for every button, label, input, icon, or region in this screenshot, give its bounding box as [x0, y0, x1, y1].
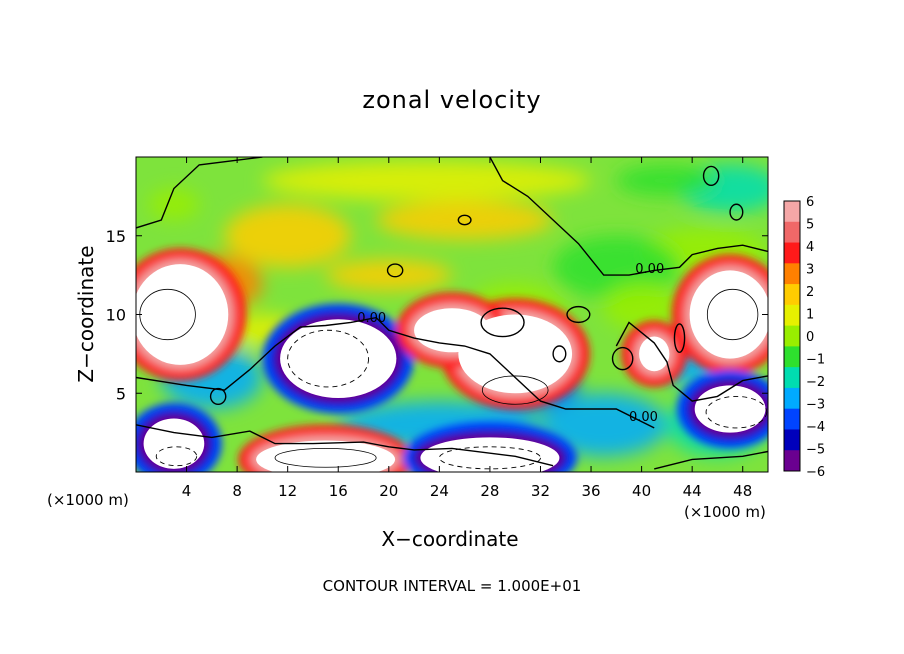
contour-loop [729, 203, 744, 221]
y-tick-label: 10 [106, 306, 126, 325]
contour-inner [274, 447, 377, 468]
x-tick-label: 28 [480, 482, 499, 500]
contour-loop [480, 307, 525, 338]
colorbar-tick-label: −5 [806, 443, 825, 458]
colorbar-tick-label: −1 [806, 353, 825, 368]
contour-label: 0.00 [629, 410, 658, 425]
colorbar-swatch [784, 263, 800, 285]
contour-loop [386, 263, 404, 278]
colorbar-swatch [784, 201, 800, 223]
contour-loop [566, 305, 591, 324]
x-tick-label: 40 [632, 482, 651, 500]
contour-lines: 0.00 0.00 0.00 [136, 157, 768, 470]
colorbar-swatch [784, 304, 800, 327]
colorbar-swatch [784, 429, 800, 451]
field-blob [616, 164, 718, 197]
velocity-field [136, 157, 768, 472]
x-unit-label-left: (×1000 m) [47, 491, 129, 509]
x-tick-label: 12 [278, 482, 297, 500]
contour-inner [481, 375, 549, 405]
contour-loop [209, 387, 227, 405]
colorbar-tick-label: −3 [806, 398, 825, 413]
x-tick-label: 4 [182, 482, 192, 500]
colorbar-swatch [784, 346, 800, 368]
field-saturated-region [414, 308, 490, 353]
colorbar: 6 5 4 3 2 1 0 −1 −2 −3 −4 −5 −6 [783, 195, 825, 480]
field-saturated-region [639, 336, 670, 372]
x-tick-label: 8 [232, 482, 242, 500]
field-saturated-region [280, 319, 397, 398]
contour-loop [611, 346, 634, 371]
field-blob [603, 283, 680, 331]
contour-loop [552, 345, 567, 363]
contour-loop [702, 165, 720, 187]
colorbar-tick-label: 4 [806, 240, 814, 255]
contour-inner [706, 288, 759, 341]
colorbar-tick-label: 6 [806, 195, 814, 210]
x-tick-label: 32 [531, 482, 550, 500]
contour-dashed [155, 446, 198, 467]
contour-zero-line [136, 316, 655, 429]
x-tick-label: 16 [329, 482, 348, 500]
field-blob [262, 160, 592, 201]
colorbar-tick-label: 3 [806, 263, 814, 278]
contour-zero-line [654, 450, 768, 470]
contour-label: 0.00 [357, 311, 386, 326]
colorbar-tick-label: −4 [806, 420, 825, 435]
contour-zero-line [615, 321, 768, 402]
colorbar-swatch [784, 408, 800, 430]
field-blob [224, 204, 351, 268]
contour-loop [457, 214, 472, 226]
colorbar-frame [783, 200, 801, 472]
x-tick-label: 24 [430, 482, 449, 500]
field-blob [376, 200, 554, 240]
x-tick-label: 44 [683, 482, 702, 500]
colorbar-swatch [784, 242, 800, 264]
y-tick-label: 15 [106, 227, 126, 246]
contour-dashed [287, 329, 370, 388]
contour-zero-line [489, 157, 768, 276]
field-saturated-region [689, 270, 768, 359]
colorbar-tick-label: −6 [806, 465, 825, 480]
field-saturated-region [420, 437, 560, 472]
contour-zero-line [136, 157, 263, 229]
colorbar-swatch [784, 450, 800, 472]
field-saturated-region [136, 264, 229, 365]
chart-title: zonal velocity [362, 86, 542, 114]
colorbar-swatch [784, 367, 800, 389]
colorbar-tick-label: 5 [806, 218, 814, 233]
colorbar-tick-label: −2 [806, 375, 825, 390]
field-saturated-region [256, 440, 396, 472]
x-tick-label: 48 [733, 482, 752, 500]
colorbar-swatch [784, 387, 800, 410]
x-tick-label: 20 [379, 482, 398, 500]
x-axis-label: X−coordinate [381, 527, 519, 551]
field-saturated-region [143, 418, 205, 469]
contour-dashed [705, 395, 768, 429]
contour-loop [673, 323, 686, 354]
field-saturated-region [694, 385, 766, 433]
colorbar-swatch [784, 221, 800, 244]
colorbar-tick-label: 1 [806, 308, 814, 323]
colorbar-swatch [784, 284, 800, 306]
contour-interval-note: CONTOUR INTERVAL = 1.000E+01 [322, 577, 582, 595]
x-unit-label-right: (×1000 m) [684, 503, 766, 521]
contour-label: 0.00 [635, 262, 664, 277]
field-blob [325, 259, 452, 291]
colorbar-tick-label: 2 [806, 285, 814, 300]
contour-dashed [438, 446, 541, 470]
colorbar-tick-label: 0 [806, 330, 814, 345]
y-tick-label: 5 [116, 384, 126, 403]
contour-zero-line [136, 424, 554, 467]
y-axis-label: Z−coordinate [74, 245, 98, 383]
x-tick-label: 36 [581, 482, 600, 500]
colorbar-swatch [784, 325, 800, 347]
field-blob [148, 188, 200, 220]
